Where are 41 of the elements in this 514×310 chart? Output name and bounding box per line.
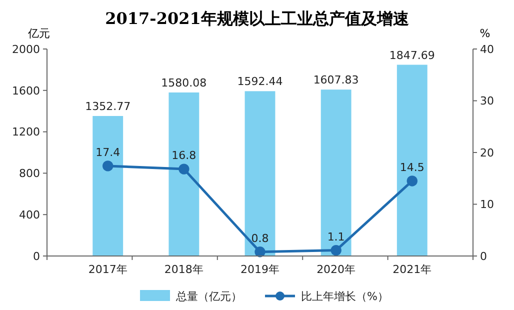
point (102, 160, 114, 172)
y-tick-label: 400 (19, 208, 40, 222)
legend-label: 总量（亿元） (175, 290, 242, 303)
x-tick-label: 2017年 (88, 263, 128, 276)
y2-tick-label: 10 (480, 198, 494, 212)
point (330, 244, 342, 256)
y-tick-label: 2000 (12, 42, 40, 56)
y-tick-label: 1600 (12, 84, 40, 98)
data-label: 16.8 (172, 149, 196, 162)
bar (320, 90, 352, 256)
data-label: 0.8 (251, 232, 269, 245)
x-tick-label: 2018年 (164, 263, 204, 276)
data-label: 1352.77 (85, 100, 131, 113)
point (254, 246, 266, 258)
point (178, 164, 190, 174)
bar (244, 91, 276, 256)
y2-tick-label: 40 (480, 42, 494, 56)
data-label: 1592.44 (237, 75, 283, 88)
y-axis-title: 亿元 (27, 27, 50, 40)
x-tick-label: 2020年 (316, 263, 356, 276)
data-label: 1580.08 (161, 76, 207, 90)
bar (396, 64, 428, 256)
y2-tick-label: 0 (480, 250, 487, 263)
data-label: 17.4 (96, 146, 120, 159)
y-tick-label: 1200 (12, 126, 40, 139)
y2-tick-label: 20 (480, 146, 494, 160)
y2-axis-title: % (480, 27, 490, 40)
chart-title: 2017-2021年规模以上工业总产值及增速 (105, 9, 410, 28)
legend-label: 比上年增长（%） (301, 290, 388, 303)
y2-tick-label: 30 (480, 94, 494, 108)
bar (168, 92, 200, 256)
data-label: 1607.83 (313, 74, 359, 87)
x-tick-label: 2019年 (240, 263, 280, 276)
y-tick-label: 0 (33, 250, 40, 263)
bar (92, 116, 124, 256)
x-tick-label: 2021年 (392, 263, 432, 276)
data-label: 1847.69 (389, 48, 435, 62)
y-tick-label: 800 (19, 167, 40, 180)
point (406, 176, 418, 186)
data-label: 14.5 (400, 160, 424, 174)
data-label: 1.1 (327, 230, 345, 244)
